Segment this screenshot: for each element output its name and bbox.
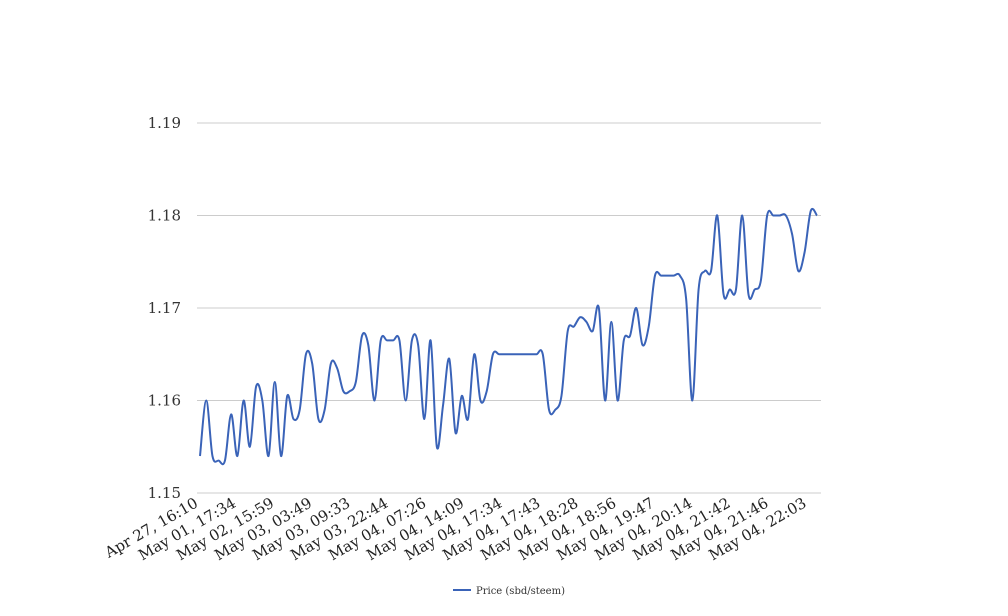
legend-label: Price (sbd/steem) bbox=[476, 586, 565, 597]
series-line bbox=[199, 207, 818, 466]
series-group bbox=[199, 207, 818, 466]
y-tick-label: 1.18 bbox=[148, 207, 181, 225]
y-axis-ticks: 1.15 1.16 1.17 1.18 1.19 bbox=[148, 114, 181, 502]
y-tick-label: 1.17 bbox=[148, 299, 181, 317]
y-tick-label: 1.16 bbox=[148, 392, 181, 410]
grid-lines bbox=[197, 122, 821, 494]
legend: Price (sbd/steem) bbox=[453, 586, 565, 597]
y-tick-label: 1.15 bbox=[148, 484, 181, 502]
y-tick-label: 1.19 bbox=[148, 114, 181, 132]
